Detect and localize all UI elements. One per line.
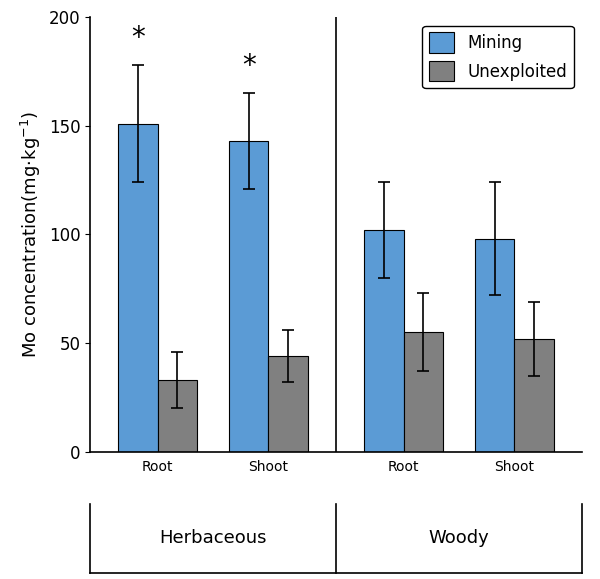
Text: Herbaceous: Herbaceous bbox=[159, 529, 267, 548]
Text: *: * bbox=[242, 52, 256, 80]
Legend: Mining, Unexploited: Mining, Unexploited bbox=[422, 25, 574, 88]
Bar bbox=[229, 141, 268, 452]
Bar bbox=[158, 380, 197, 452]
Bar bbox=[268, 356, 308, 452]
Bar bbox=[364, 230, 404, 452]
Text: Woody: Woody bbox=[428, 529, 490, 548]
Bar bbox=[404, 332, 443, 452]
Text: *: * bbox=[131, 24, 145, 52]
Bar bbox=[475, 239, 514, 452]
Bar bbox=[514, 339, 554, 452]
Bar bbox=[118, 124, 158, 452]
Y-axis label: Mo concentration(mg·kg$^{-1}$): Mo concentration(mg·kg$^{-1}$) bbox=[19, 111, 43, 358]
